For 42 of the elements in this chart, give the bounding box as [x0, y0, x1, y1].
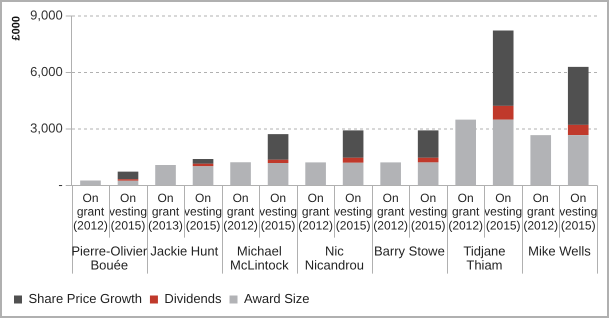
legend-label: Award Size [244, 291, 310, 306]
x-tick-label: On vesting (2015) [559, 190, 598, 232]
legend-label: Share Price Growth [28, 291, 142, 306]
x-tick-label: On grant (2012) [523, 190, 558, 232]
text: Pierre-Olivier Bouée [71, 244, 148, 273]
bar [118, 172, 138, 180]
y-tick-label: 6,000 [30, 64, 63, 80]
x-tick-label: On vesting (2015) [184, 190, 222, 232]
y-tick-label: - [58, 177, 63, 192]
x-tick-label: On grant (2012) [223, 190, 258, 232]
text: Barry Stowe [374, 244, 445, 259]
x-tick-label: On grant (2012) [298, 190, 333, 232]
x-tick-label: On grant (2012) [448, 190, 484, 232]
bar [268, 160, 288, 163]
text: Tidjane Thiam [463, 244, 506, 273]
bar [342, 130, 364, 158]
y-tick-label: 9,000 [30, 8, 63, 23]
bar [342, 158, 364, 163]
x-tick-label: On vesting (2015) [334, 190, 372, 232]
bar [192, 164, 214, 166]
y-axis-title: £000 [10, 16, 23, 40]
legend-label: Dividends [164, 291, 222, 306]
x-tick-label: On grant (2013) [148, 190, 183, 232]
bar [418, 158, 438, 162]
x-tick-label: On vesting (2015) [259, 190, 298, 232]
x-tick-label: On vesting (2015) [484, 190, 522, 232]
x-tick-label: On vesting (2015) [108, 190, 148, 232]
y-tick-label: 3,000 [30, 120, 63, 136]
bar [268, 134, 288, 160]
text: Michael McLintock [230, 244, 290, 273]
text: Mike Wells [528, 244, 592, 259]
text: Nic Nicandrou [304, 244, 364, 273]
bar [568, 124, 589, 136]
x-tick-label: On vesting (2015) [409, 190, 448, 232]
bar [568, 66, 589, 125]
text: Jackie Hunt [150, 244, 219, 259]
bar [418, 130, 438, 158]
bar [492, 30, 514, 106]
x-tick-label: On grant (2012) [73, 190, 108, 232]
bar [492, 106, 514, 120]
x-tick-label: On grant (2012) [373, 190, 408, 232]
bar [192, 159, 214, 164]
